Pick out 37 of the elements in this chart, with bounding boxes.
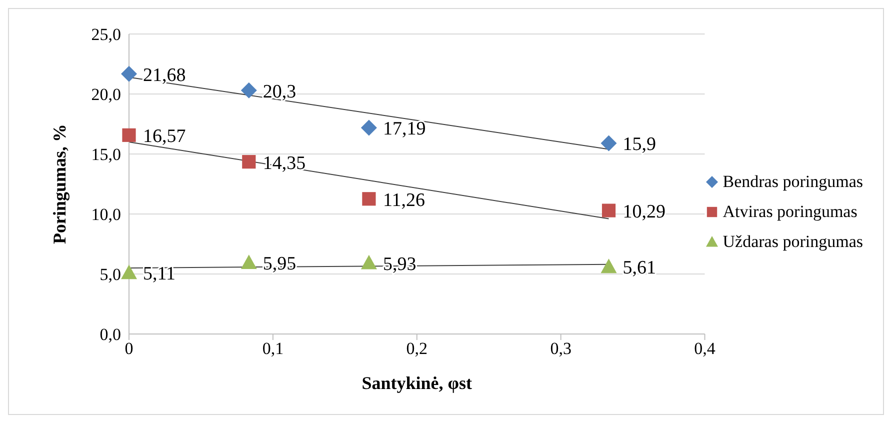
data-label: 5,61	[622, 258, 656, 279]
data-label: 10,29	[622, 202, 666, 223]
point	[242, 155, 256, 169]
data-label: 15,9	[622, 134, 656, 156]
legend-label: Uždaras poringumas	[722, 232, 863, 252]
y-tick-label: 25,0	[91, 25, 121, 44]
point	[600, 258, 617, 274]
data-label: 5,11	[143, 264, 176, 285]
y-axis-title: Poringumas, %	[49, 124, 70, 244]
x-tick-label: 0	[124, 339, 134, 358]
legend-label: Atviras poringumas	[722, 202, 858, 222]
y-tick-label: 20,0	[91, 85, 121, 104]
point	[360, 254, 377, 270]
data-label: 17,19	[382, 118, 426, 140]
point	[602, 204, 616, 218]
point	[121, 264, 137, 280]
point	[240, 254, 257, 269]
y-tick-label: 10,0	[91, 205, 121, 224]
point	[360, 120, 377, 136]
x-tick-label: 0,3	[550, 339, 572, 358]
y-tick-label: 0,0	[100, 325, 121, 344]
data-label: 16,57	[143, 126, 186, 148]
x-axis-title: Santykinė, φst	[362, 373, 472, 393]
legend-label: Bendras poringumas	[722, 172, 863, 192]
data-label: 21,68	[143, 64, 186, 86]
point	[362, 192, 376, 206]
y-tick-label: 15,0	[91, 145, 121, 164]
data-label: 20,3	[262, 81, 296, 102]
data-label: 11,26	[382, 190, 425, 211]
x-tick-label: 0,1	[262, 339, 284, 358]
point	[240, 82, 257, 98]
point	[600, 135, 617, 152]
y-tick-label: 5,0	[100, 265, 121, 284]
point	[121, 66, 137, 82]
point	[122, 128, 136, 142]
x-tick-label: 0,2	[406, 339, 428, 358]
x-tick-label: 0,4	[694, 339, 716, 358]
